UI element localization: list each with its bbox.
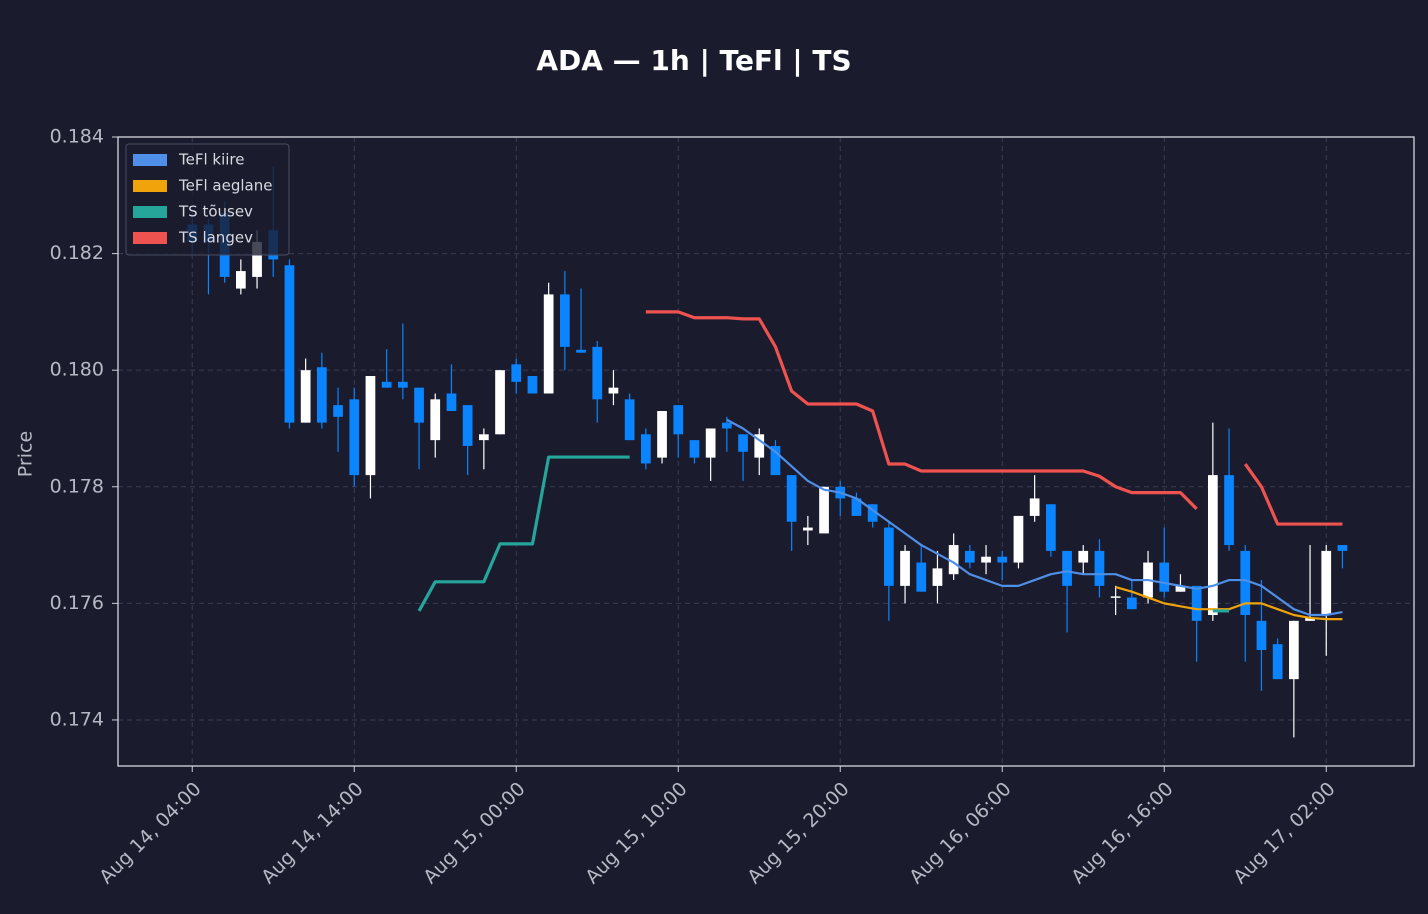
legend-box <box>125 143 290 256</box>
candle-body <box>1256 620 1267 650</box>
candle-body <box>932 568 943 586</box>
candle-body <box>381 381 392 388</box>
candle-body <box>1078 550 1089 563</box>
candle-body <box>705 428 716 458</box>
candle-body <box>948 545 959 575</box>
y-tick-label: 0.174 <box>50 708 104 730</box>
candle-body <box>916 562 927 592</box>
indicator-line <box>417 455 630 612</box>
candle-body <box>462 405 473 446</box>
legend-swatch <box>133 232 167 244</box>
candle-body <box>592 346 603 400</box>
candle-body <box>414 387 424 423</box>
candle-body <box>640 434 651 464</box>
candle-body <box>964 550 975 563</box>
candle-body <box>300 370 311 423</box>
candle-body <box>235 271 246 289</box>
candle-body <box>559 294 570 347</box>
candle-body <box>1240 550 1251 616</box>
indicator-line <box>1115 585 1343 621</box>
candle-body <box>657 410 667 458</box>
candle-body <box>365 376 376 476</box>
candle-body <box>1029 498 1040 516</box>
legend-swatch <box>133 180 167 192</box>
y-tick-label: 0.180 <box>50 359 104 381</box>
candle-body <box>1288 620 1299 680</box>
candle-body <box>1159 562 1170 592</box>
candle-body <box>802 527 813 531</box>
candle-body <box>511 364 522 382</box>
candle-body <box>316 367 327 423</box>
indicator-line <box>1243 463 1343 526</box>
candle-body <box>576 349 586 353</box>
candle-body <box>1224 475 1234 546</box>
candle-body <box>1337 545 1348 551</box>
candle-body <box>1175 585 1186 592</box>
candle-body <box>1126 597 1137 610</box>
candle-body <box>527 376 538 394</box>
candle-body <box>446 393 457 411</box>
legend-swatch <box>133 206 167 218</box>
candle-body <box>543 294 554 394</box>
candle-body <box>397 381 408 388</box>
candle-body <box>738 434 748 452</box>
candle-body <box>1094 550 1105 586</box>
candle-body <box>1321 550 1332 616</box>
y-axis-label: Price <box>15 431 37 477</box>
y-tick-label: 0.176 <box>50 592 104 614</box>
candle-body <box>867 504 878 522</box>
plot-frame <box>117 136 1415 767</box>
candle-body <box>1045 504 1056 551</box>
indicator-line <box>645 310 1198 511</box>
candle-body <box>997 556 1008 563</box>
candle-body <box>495 370 505 435</box>
y-tick-label: 0.178 <box>50 475 104 497</box>
y-tick-label: 0.182 <box>50 242 104 264</box>
candle-body <box>284 265 295 423</box>
chart-title: ADA — 1h | TeFl | TS <box>536 44 851 77</box>
candle-body <box>252 241 262 277</box>
legend-label: TeFl kiire <box>178 151 245 169</box>
legend-label: TS tõusev <box>178 203 253 221</box>
candle-body <box>1272 644 1283 680</box>
candle-body <box>478 434 489 441</box>
candle-body <box>608 387 619 394</box>
legend-label: TS langev <box>178 229 253 247</box>
candle-body <box>333 405 343 417</box>
legend-swatch <box>133 154 167 166</box>
candle-body <box>770 445 781 476</box>
candle-body <box>786 475 797 522</box>
indicator-line <box>726 418 1343 617</box>
candle-body <box>430 399 441 441</box>
candle-body <box>1305 617 1315 621</box>
candle-body <box>900 550 910 586</box>
candle-body <box>819 486 829 534</box>
candle-body <box>689 440 700 458</box>
candle-body <box>624 399 635 441</box>
candle-body <box>1013 515 1024 563</box>
candle-body <box>851 498 862 516</box>
candle-body <box>883 527 894 586</box>
candle-body <box>1110 596 1121 598</box>
legend-label: TeFl aeglane <box>178 177 272 195</box>
candle-body <box>1062 550 1072 586</box>
candle-body <box>754 434 765 458</box>
candle-body <box>1191 585 1202 621</box>
candle-body <box>673 405 684 435</box>
candle-body <box>721 422 732 429</box>
candle-body <box>1207 475 1218 616</box>
y-tick-label: 0.184 <box>50 126 104 148</box>
candle-body <box>349 399 360 476</box>
candle-body <box>981 556 991 563</box>
